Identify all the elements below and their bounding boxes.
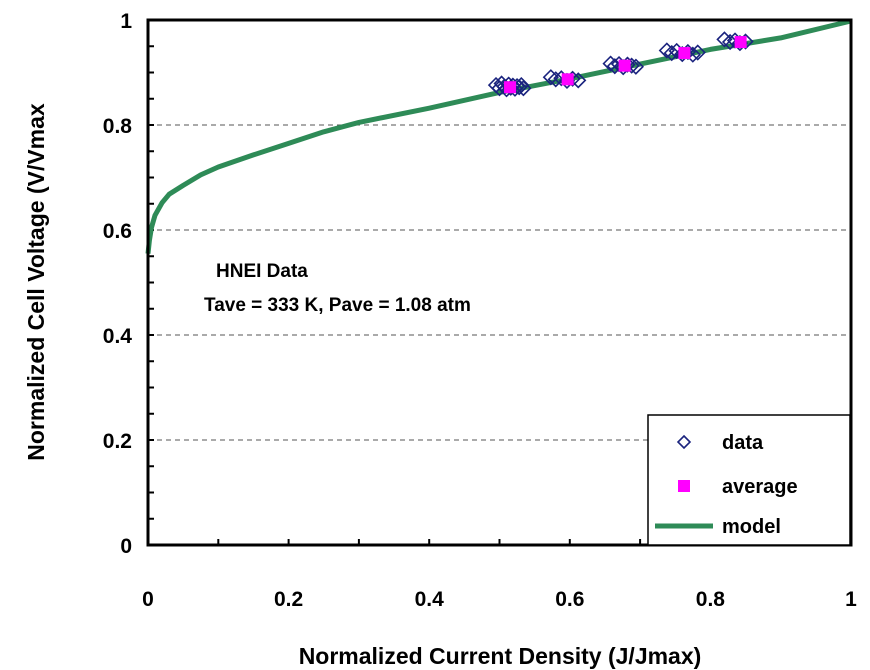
y-tick-label: 0.6	[103, 220, 132, 243]
grid-lines	[148, 124, 851, 441]
y-tick-label: 1	[120, 10, 132, 33]
average-point	[504, 81, 517, 94]
x-axis-title: Normalized Current Density (J/Jmax)	[299, 643, 702, 669]
y-tick-label: 0.4	[103, 325, 133, 348]
data-point	[689, 44, 706, 61]
legend-average-label: average	[722, 476, 798, 498]
y-tick-label: 0.8	[103, 115, 133, 138]
y-tick-label: 0	[120, 535, 132, 558]
average-series	[504, 36, 747, 94]
data-point	[515, 80, 532, 97]
x-tick-label: 0.4	[415, 588, 445, 611]
plot-frame	[146, 18, 853, 547]
x-tick-label: 0.6	[555, 588, 584, 611]
legend-data-marker	[676, 434, 692, 450]
legend: data average model	[647, 414, 851, 546]
x-tick-label: 0.8	[696, 588, 726, 611]
x-tick-label: 0	[142, 588, 154, 611]
average-point	[561, 73, 574, 86]
data-point	[547, 71, 564, 88]
data-point	[663, 44, 680, 62]
annotation-title: HNEI Data	[216, 261, 308, 282]
data-point	[542, 69, 559, 86]
legend-average-marker	[678, 480, 690, 492]
y-axis-title: Normalized Cell Voltage (V/Vmax	[23, 103, 49, 461]
model-series	[145, 18, 852, 254]
legend-model-label: model	[722, 516, 781, 538]
x-tick-label: 0.2	[274, 588, 303, 611]
annotation-conditions: Tave = 333 K, Pave = 1.08 atm	[204, 295, 471, 316]
model-line	[145, 18, 852, 254]
average-point	[618, 59, 631, 72]
data-point	[627, 58, 645, 75]
average-point	[734, 36, 747, 49]
x-tick-labels: 0 0.2 0.4 0.6 0.8 1	[142, 588, 857, 611]
x-tick-label: 1	[845, 588, 857, 611]
legend-data-label: data	[722, 432, 764, 454]
legend-box	[647, 414, 851, 546]
y-tick-label: 0.2	[103, 430, 132, 453]
y-tick-labels: 0 0.2 0.4 0.6 0.8 1	[103, 10, 133, 558]
average-point	[678, 47, 691, 60]
